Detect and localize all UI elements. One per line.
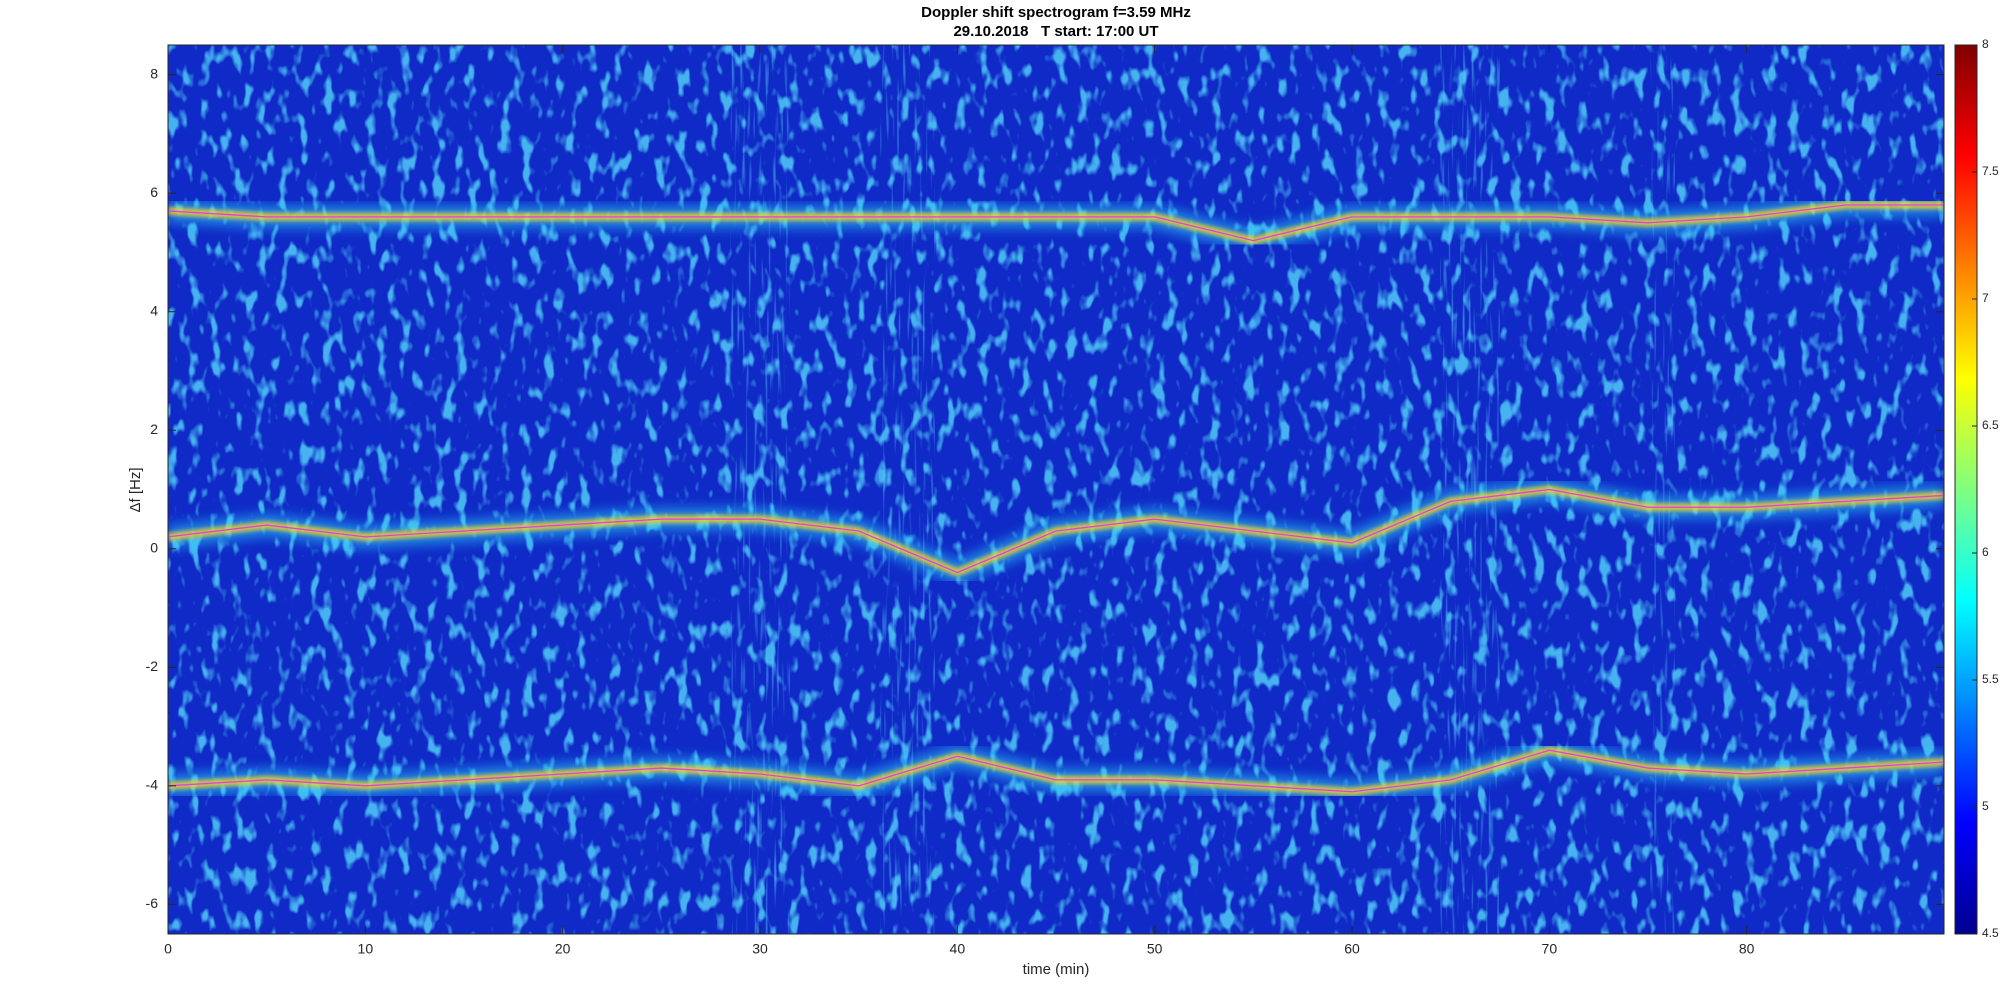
y-tick-label: -4 [146, 777, 159, 793]
colorbar-tick-label: 8 [1982, 37, 1989, 51]
colorbar-tick-label: 4.5 [1982, 926, 1999, 940]
y-tick-label: 6 [150, 184, 158, 200]
chart-title: Doppler shift spectrogram f=3.59 MHz [921, 4, 1191, 21]
colorbar-tick-label: 7.5 [1982, 164, 1999, 178]
x-tick-label: 80 [1739, 941, 1755, 957]
x-tick-label: 10 [358, 941, 374, 957]
plot-stripe [1650, 45, 1675, 934]
chart-subtitle: 29.10.2018 T start: 17:00 UT [953, 23, 1158, 40]
y-axis-label: Δf [Hz] [127, 467, 144, 512]
x-tick-label: 70 [1542, 941, 1558, 957]
colorbar-tick-label: 6 [1982, 545, 1989, 559]
plot-stripe [880, 45, 935, 934]
y-tick-label: 4 [150, 302, 158, 318]
x-tick-label: 20 [555, 941, 571, 957]
trace-line [168, 749, 1944, 793]
plot-frame [167, 44, 1945, 935]
y-tick-label: 8 [150, 65, 158, 81]
x-tick-label: 60 [1344, 941, 1360, 957]
x-tick-label: 30 [752, 941, 768, 957]
colorbar-tick-label: 5 [1982, 799, 1989, 813]
plot-speckle [168, 45, 1944, 934]
trace-line [168, 488, 1944, 574]
x-tick-label: 50 [1147, 941, 1163, 957]
trace-line [168, 204, 1944, 242]
y-tick-label: 0 [150, 539, 158, 555]
x-tick-label: 40 [950, 941, 966, 957]
traces [168, 194, 1944, 803]
y-tick-label: 2 [150, 421, 158, 437]
y-tick-label: -6 [146, 895, 159, 911]
spectrogram [168, 45, 1944, 934]
plot-stripe [730, 45, 790, 934]
x-tick-label: 0 [164, 941, 172, 957]
colorbar-tick-label: 6.5 [1982, 418, 1999, 432]
colorbar-tick-label: 7 [1982, 291, 1989, 305]
x-axis-label: time (min) [1023, 961, 1090, 978]
y-tick-label: -2 [146, 658, 159, 674]
colorbar-tick-label: 5.5 [1982, 672, 1999, 686]
colorbar [1954, 44, 1978, 935]
